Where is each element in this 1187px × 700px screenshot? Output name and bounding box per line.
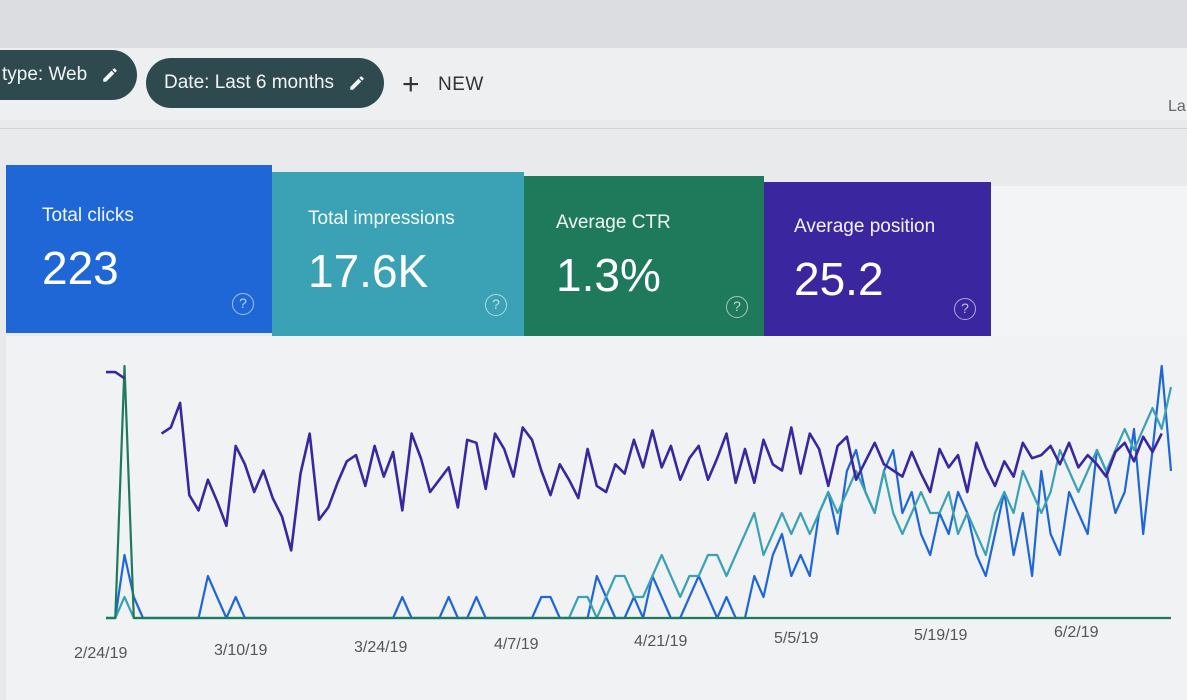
filter-chip-type-label: type: Web [2,64,88,85]
help-circle-icon[interactable]: ? [485,294,507,316]
performance-chart[interactable]: 2/24/19 3/10/19 3/24/19 4/7/19 4/21/19 5/5/19… [6,336,1187,700]
performance-chart-svg: 2/24/19 3/10/19 3/24/19 4/7/19 4/21/19 5/5/19… [74,364,1173,662]
metric-label: Average CTR [556,212,671,233]
x-tick-label: 3/24/19 [354,639,407,656]
new-filter-label: NEW [438,74,484,95]
metric-label: Total impressions [308,208,455,229]
card-row-empty-space [991,186,1187,340]
filter-chip-date[interactable]: Date: Last 6 months [146,58,385,108]
plus-icon: + [402,68,421,101]
metric-label: Average position [794,216,936,237]
help-circle-icon[interactable]: ? [726,296,748,318]
x-tick-label: 4/21/19 [634,633,687,650]
x-tick-label: 3/10/19 [214,642,267,659]
metric-card-total-impressions[interactable]: Total impressions 17.6K ? [272,172,524,336]
pencil-icon[interactable] [348,74,366,92]
series-line-2 [106,364,1171,620]
help-circle-icon[interactable]: ? [954,298,976,320]
metric-value: 17.6K [308,245,429,297]
series-line-3 [106,370,1163,552]
filter-chip-type[interactable]: type: Web [0,50,138,100]
browser-top-edge [0,0,1187,48]
series-line-0 [106,364,1173,620]
help-circle-icon[interactable]: ? [232,293,254,315]
x-tick-label: 2/24/19 [74,645,127,662]
metric-value: 1.3% [556,249,661,301]
x-tick-label: 5/19/19 [914,627,967,644]
metric-card-average-ctr[interactable]: Average CTR 1.3% ? [524,176,764,338]
x-tick-label: 5/5/19 [774,630,819,647]
cut-off-text: La [1168,98,1186,115]
x-tick-label: 4/7/19 [494,636,539,653]
metric-card-average-position[interactable]: Average position 25.2 ? [764,182,991,340]
new-filter-button[interactable]: + NEW [402,70,484,100]
filter-chip-date-label: Date: Last 6 months [164,72,335,93]
metric-card-total-clicks[interactable]: Total clicks 223 ? [6,165,272,333]
series-line-1 [106,386,1173,620]
divider [0,128,1187,129]
metric-label: Total clicks [42,205,134,226]
pencil-icon[interactable] [101,66,119,84]
x-tick-label: 6/2/19 [1054,624,1099,641]
metric-value: 223 [42,242,119,294]
metric-value: 25.2 [794,253,884,305]
